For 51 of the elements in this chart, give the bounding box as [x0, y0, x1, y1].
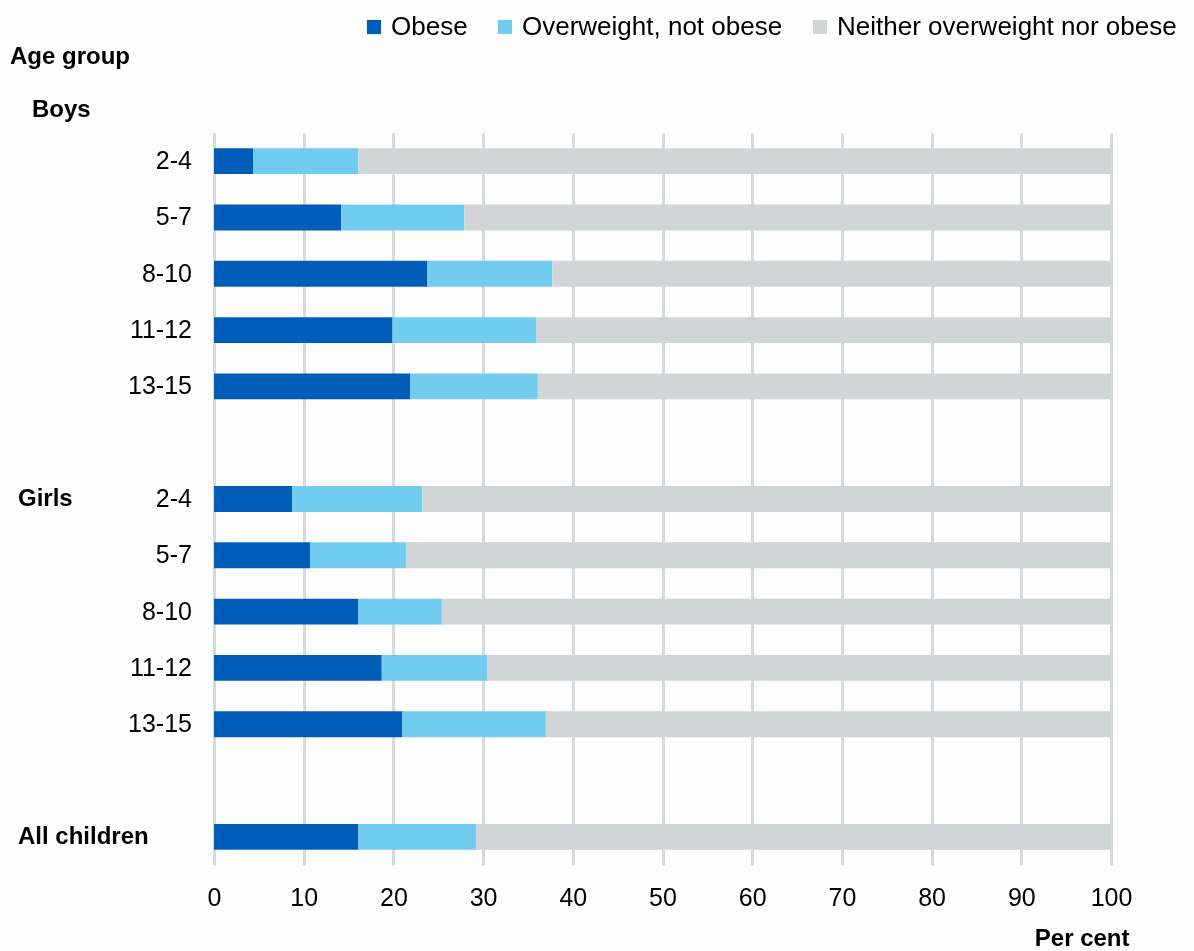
- x-axis-title: Per cent: [1034, 923, 1130, 951]
- x-tick-label: 0: [207, 882, 222, 911]
- bar: [214, 542, 310, 569]
- bar: [392, 317, 537, 344]
- x-tick-label: 50: [649, 882, 677, 911]
- y-axis-title: Age group: [10, 42, 130, 69]
- bar: [214, 317, 393, 344]
- x-tick-label: 20: [379, 882, 408, 911]
- bar: [410, 373, 538, 400]
- bar: [427, 260, 553, 287]
- y-tick-label: 11-12: [129, 315, 192, 344]
- x-tick-label: 10: [290, 882, 319, 911]
- y-tick-label: 13-15: [128, 709, 192, 738]
- y-tick-label: 5-7: [155, 202, 192, 231]
- bar: [214, 598, 359, 625]
- text: All children: [18, 821, 149, 849]
- bar: [214, 654, 382, 681]
- x-tick-label: 80: [918, 882, 947, 911]
- bar: [214, 823, 359, 850]
- bar: [214, 486, 293, 512]
- bar: [214, 204, 342, 231]
- legend-label: Neither overweight nor obese: [837, 11, 1177, 41]
- y-tick-label: 8-10: [141, 596, 192, 625]
- text: Girls: [18, 484, 73, 511]
- x-tick-label: 90: [1007, 882, 1036, 911]
- bar: [292, 486, 423, 512]
- x-tick-label: 40: [559, 882, 588, 911]
- y-tick-label: 5-7: [155, 540, 192, 569]
- bar: [309, 542, 406, 569]
- bar: [381, 654, 488, 681]
- y-tick-label: 13-15: [128, 371, 192, 400]
- bar: [214, 260, 428, 287]
- legend-label: Overweight, not obese: [522, 11, 783, 41]
- x-tick-label: 100: [1090, 882, 1133, 911]
- y-tick-label: 2-4: [155, 484, 193, 512]
- bar: [402, 711, 546, 738]
- bar: [214, 711, 403, 738]
- x-tick-label: 70: [828, 882, 857, 911]
- bar: [253, 148, 359, 175]
- bar: [341, 204, 465, 231]
- bar: [214, 373, 411, 400]
- legend-label: Obese: [391, 11, 468, 41]
- bar: [358, 823, 476, 850]
- y-tick-label: 2-4: [155, 146, 193, 175]
- bar: [358, 598, 442, 625]
- bar: [214, 148, 254, 175]
- y-tick-label: 11-12: [129, 652, 192, 681]
- y-tick-label: 8-10: [141, 258, 192, 287]
- text: Boys: [32, 95, 91, 122]
- x-tick-label: 30: [469, 882, 498, 911]
- x-tick-label: 60: [738, 882, 767, 911]
